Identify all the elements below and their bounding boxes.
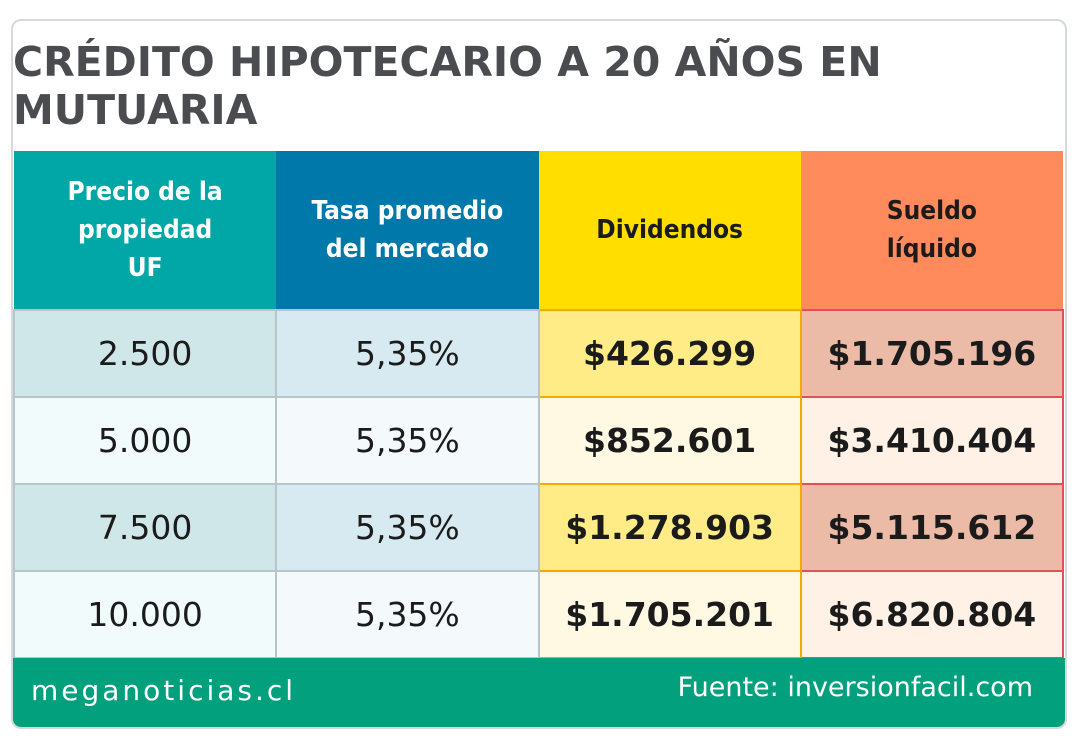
header-line: del mercado <box>325 234 489 264</box>
header-line: líquido <box>886 234 977 264</box>
price-cell: 7.500 <box>13 483 278 572</box>
header-price: Precio de la propiedad UF <box>14 151 277 310</box>
salary-cell: $5.115.612 <box>799 483 1065 572</box>
table-row: 10.000 5,35% $1.705.201 $6.820.804 <box>13 570 1065 659</box>
salary-cell: $3.410.404 <box>799 396 1065 485</box>
source-label: Fuente: inversionfacil.com <box>677 672 1033 703</box>
price-cell: 2.500 <box>13 309 278 398</box>
header-salary: Sueldo líquido <box>800 151 1063 310</box>
brand-label: meganoticias.cl <box>31 674 297 707</box>
header-line: propiedad <box>77 215 213 245</box>
footer-bar: meganoticias.cl Fuente: inversionfacil.c… <box>13 658 1065 727</box>
salary-cell: $6.820.804 <box>799 570 1065 659</box>
rate-cell: 5,35% <box>275 570 540 659</box>
table-row: 2.500 5,35% $426.299 $1.705.196 <box>13 309 1065 398</box>
header-line: Sueldo <box>886 196 977 226</box>
dividend-cell: $1.278.903 <box>537 483 802 572</box>
header-dividends: Dividendos <box>538 151 801 310</box>
header-row: Precio de la propiedad UF Tasa promedio del… <box>14 151 1063 310</box>
infographic-card: CRÉDITO HIPOTECARIO A 20 AÑOS EN MUTUARI… <box>11 19 1067 729</box>
header-line: Tasa promedio <box>311 196 504 226</box>
table-row: 7.500 5,35% $1.278.903 $5.115.612 <box>13 483 1065 572</box>
mortgage-table: Precio de la propiedad UF Tasa promedio del… <box>13 151 1065 659</box>
header-line: UF <box>127 253 163 283</box>
header-line: Precio de la <box>67 177 223 207</box>
rate-cell: 5,35% <box>275 309 540 398</box>
rate-cell: 5,35% <box>275 483 540 572</box>
price-cell: 10.000 <box>13 570 278 659</box>
infographic-title: CRÉDITO HIPOTECARIO A 20 AÑOS EN MUTUARI… <box>13 38 882 134</box>
dividend-cell: $426.299 <box>537 309 802 398</box>
rate-cell: 5,35% <box>275 396 540 485</box>
header-line: Dividendos <box>596 215 743 245</box>
table-row: 5.000 5,35% $852.601 $3.410.404 <box>13 396 1065 485</box>
header-rate: Tasa promedio del mercado <box>276 151 539 310</box>
salary-cell: $1.705.196 <box>799 309 1065 398</box>
price-cell: 5.000 <box>13 396 278 485</box>
dividend-cell: $1.705.201 <box>537 570 802 659</box>
dividend-cell: $852.601 <box>537 396 802 485</box>
